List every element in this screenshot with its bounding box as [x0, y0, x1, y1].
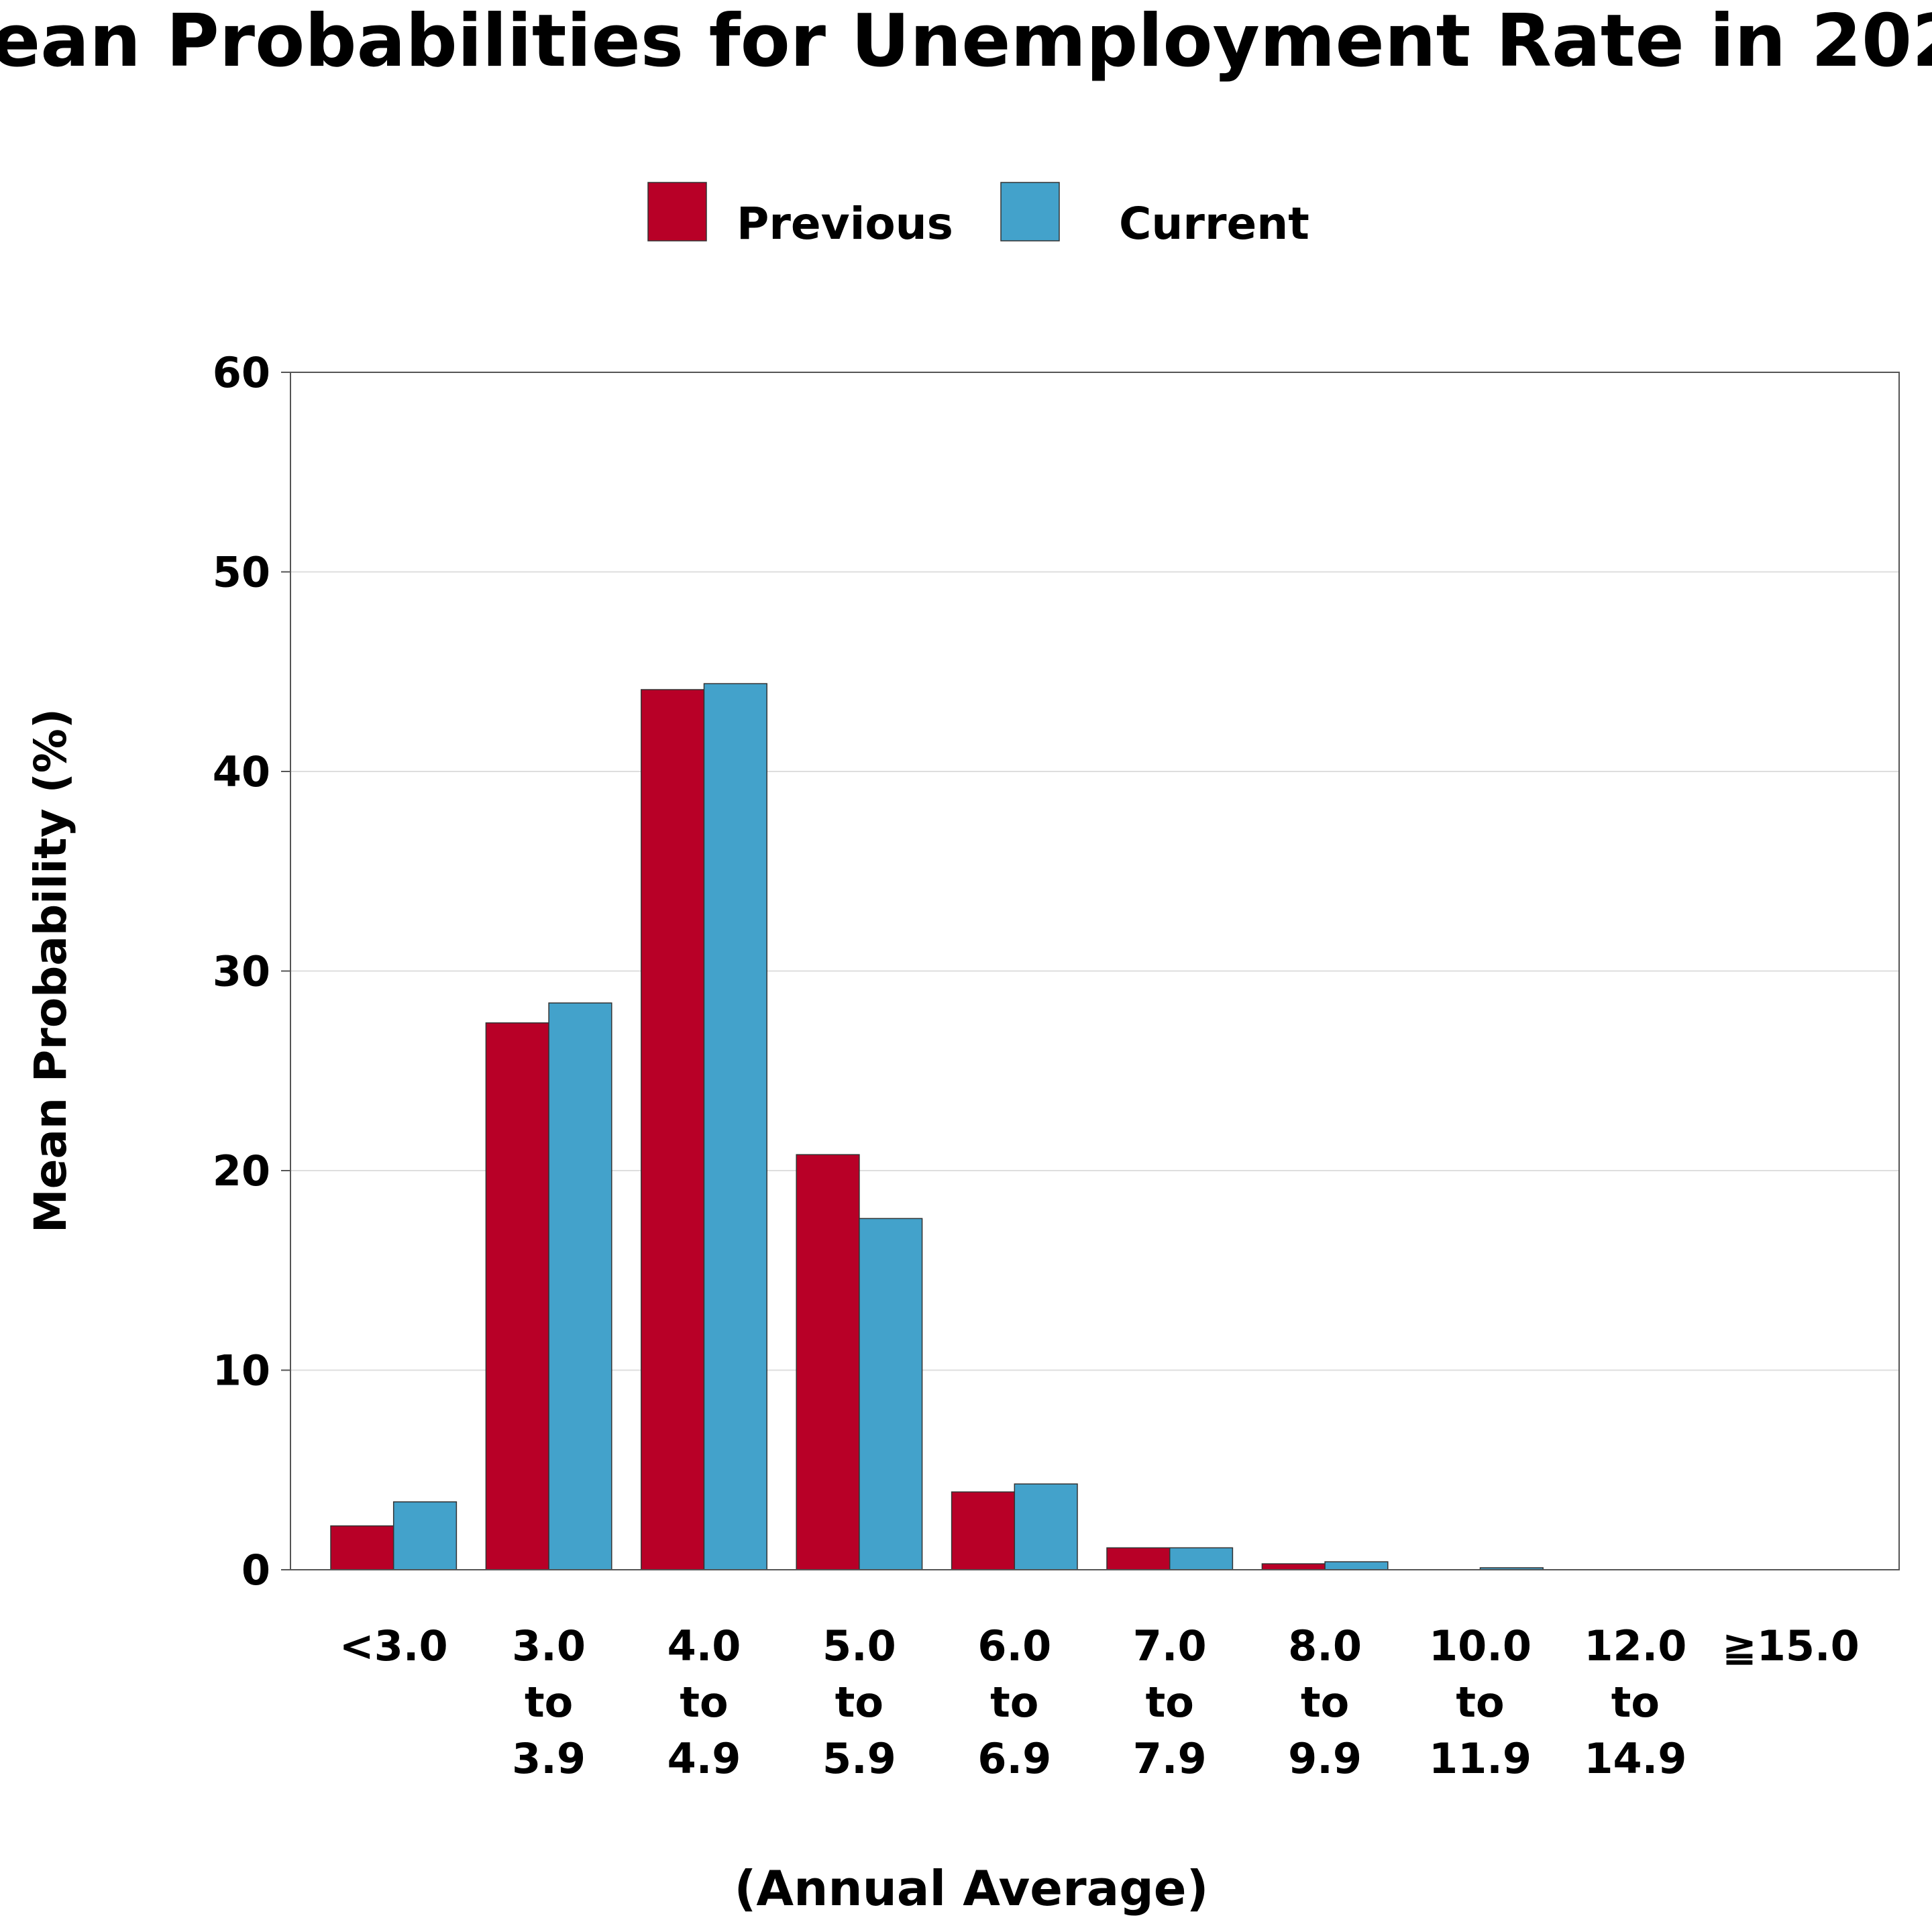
x-tick-label-0-line-0: <3.0 [339, 1621, 448, 1670]
x-tick-label-2-line-1: to [680, 1678, 728, 1727]
x-tick-label-5-line-0: 7.0 [1133, 1621, 1207, 1670]
y-tick-label-20: 20 [213, 1146, 270, 1195]
x-tick-label-2-line-2: 4.9 [667, 1734, 741, 1783]
bar-current-6 [1324, 1561, 1389, 1570]
x-tick-label-6: 8.0 to 9.9 [1288, 1621, 1362, 1783]
bar-previous-2 [641, 689, 705, 1570]
bar-current-1 [548, 1002, 612, 1570]
x-tick-label-8-line-1: to [1611, 1678, 1660, 1727]
x-tick-label-7-line-2: 11.9 [1429, 1734, 1532, 1783]
x-tick-label-5-line-1: to [1146, 1678, 1194, 1727]
x-tick-label-6-line-0: 8.0 [1288, 1621, 1362, 1670]
x-tick-label-8-line-0: 12.0 [1584, 1621, 1686, 1670]
bar-current-5 [1169, 1547, 1234, 1570]
bar-previous-5 [1106, 1547, 1171, 1570]
x-tick-label-4-line-0: 6.0 [977, 1621, 1051, 1670]
x-tick-label-1-line-1: to [525, 1678, 573, 1727]
x-tick-label-3: 5.0 to 5.9 [822, 1621, 896, 1783]
x-tick-label-8-line-2: 14.9 [1584, 1734, 1686, 1783]
x-tick-label-7: 10.0 to 11.9 [1429, 1621, 1532, 1783]
legend-swatch-current [1000, 182, 1060, 241]
y-tick-label-10: 10 [213, 1346, 270, 1395]
y-tick-label-60: 60 [213, 348, 270, 397]
x-tick-label-9: ≧15.0 [1722, 1621, 1860, 1670]
x-tick-label-2: 4.0 to 4.9 [667, 1621, 741, 1783]
legend-label-previous: Previous [737, 198, 953, 250]
x-tick-label-3-line-0: 5.0 [822, 1621, 896, 1670]
bar-current-0 [392, 1501, 458, 1570]
chart-title: Mean Probabilities for Unemployment Rate… [0, 0, 1932, 83]
x-tick-label-0: <3.0 [339, 1621, 448, 1670]
legend: Previous Current [647, 182, 1309, 250]
x-axis-label: (Annual Average) [734, 1860, 1208, 1917]
legend-label-current: Current [1119, 198, 1309, 250]
y-tick-label-50: 50 [213, 548, 270, 597]
bar-current-3 [859, 1218, 923, 1570]
y-axis-label: Mean Probability (%) [25, 708, 76, 1233]
bar-previous-1 [485, 1022, 549, 1570]
bar-current-4 [1014, 1483, 1078, 1570]
x-tick-label-5-line-2: 7.9 [1133, 1734, 1207, 1783]
bar-previous-3 [796, 1154, 860, 1570]
bar-previous-6 [1261, 1563, 1326, 1570]
x-tick-label-4: 6.0 to 6.9 [977, 1621, 1051, 1783]
x-tick-label-7-line-0: 10.0 [1429, 1621, 1532, 1670]
x-tick-label-7-line-1: to [1456, 1678, 1504, 1727]
x-tick-label-3-line-2: 5.9 [822, 1734, 896, 1783]
x-tick-label-1-line-2: 3.9 [512, 1734, 586, 1783]
x-tick-label-8: 12.0 to 14.9 [1584, 1621, 1686, 1783]
x-tick-label-4-line-2: 6.9 [977, 1734, 1051, 1783]
x-tick-label-2-line-0: 4.0 [667, 1621, 741, 1670]
y-tick-label-40: 40 [213, 747, 270, 796]
x-tick-label-9-line-0: ≧15.0 [1722, 1621, 1860, 1670]
bar-current-2 [703, 683, 767, 1570]
x-tick-label-1: 3.0 to 3.9 [512, 1621, 586, 1783]
y-axis-ticks: 0 10 20 30 40 50 60 [213, 348, 290, 1595]
x-axis-ticks: <3.0 3.0 to 3.9 4.0 to 4.9 5.0 to 5.9 6.0 to 6.9 7.0 t… [339, 1621, 1860, 1783]
x-tick-label-6-line-1: to [1301, 1678, 1349, 1727]
y-tick-label-0: 0 [241, 1546, 270, 1595]
x-tick-label-1-line-0: 3.0 [512, 1621, 586, 1670]
legend-swatch-previous [647, 182, 707, 241]
bar-previous-4 [951, 1491, 1016, 1570]
bar-previous-0 [330, 1525, 394, 1570]
x-tick-label-5: 7.0 to 7.9 [1133, 1621, 1207, 1783]
x-tick-label-3-line-1: to [835, 1678, 883, 1727]
y-tick-label-30: 30 [213, 947, 270, 996]
bars [330, 683, 1544, 1570]
x-tick-label-4-line-1: to [990, 1678, 1038, 1727]
x-tick-label-6-line-2: 9.9 [1288, 1734, 1362, 1783]
